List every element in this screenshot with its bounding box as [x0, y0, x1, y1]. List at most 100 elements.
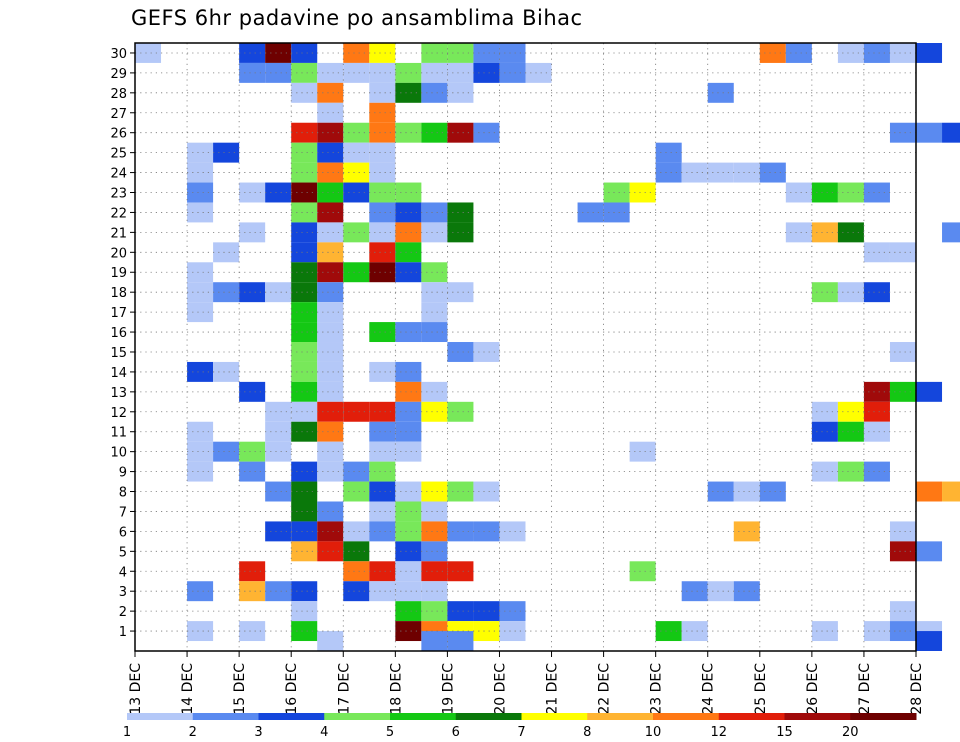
heatmap-cell [369, 102, 396, 123]
heatmap-cell [707, 82, 734, 103]
heatmap-cell [447, 282, 474, 303]
heatmap-cell [421, 222, 448, 243]
heatmap-cell [265, 401, 292, 422]
heatmap-cell [421, 631, 448, 651]
heatmap-cell [421, 302, 448, 323]
heatmap-cell [187, 361, 214, 382]
heatmap-cell [265, 182, 292, 203]
heatmap-cell [811, 182, 838, 203]
colorbar-swatch [653, 713, 720, 720]
heatmap-cell [759, 162, 786, 183]
heatmap-cell [707, 581, 734, 602]
heatmap-cell [291, 541, 318, 562]
heatmap-cell [837, 222, 864, 243]
x-tick-label: 27 DEC [857, 663, 873, 715]
y-tick-label: 13 [110, 386, 127, 401]
heatmap-cell [369, 122, 396, 143]
heatmap-cell [187, 421, 214, 442]
heatmap-cell [239, 441, 266, 462]
chart-title: GEFS 6hr padavine po ansamblima Bihac [131, 6, 583, 30]
heatmap-cell [447, 601, 474, 622]
heatmap-cell [473, 43, 500, 63]
heatmap-cells [135, 43, 960, 651]
heatmap-cell [369, 441, 396, 462]
y-axis-ticks: 1234567891011121314151617181920212223242… [110, 47, 135, 640]
x-tick-label: 15 DEC [232, 663, 248, 715]
heatmap-cell [889, 242, 916, 263]
colorbar-label: 3 [254, 725, 262, 740]
y-tick-label: 30 [110, 47, 127, 62]
heatmap-cell [343, 481, 370, 502]
heatmap-cell [421, 62, 448, 83]
heatmap-cell [291, 601, 318, 622]
heatmap-cell [395, 441, 422, 462]
heatmap-cell [681, 581, 708, 602]
heatmap-cell [421, 82, 448, 103]
heatmap-cell [629, 441, 656, 462]
y-tick-label: 15 [110, 346, 127, 361]
heatmap-cell [499, 601, 526, 622]
heatmap-cell [395, 222, 422, 243]
x-tick-label: 16 DEC [284, 663, 300, 715]
heatmap-cell [239, 461, 266, 482]
x-tick-label: 24 DEC [701, 663, 717, 715]
colorbar-label: 7 [517, 725, 525, 740]
heatmap-cell [707, 162, 734, 183]
heatmap-cell [811, 461, 838, 482]
heatmap-cell [187, 441, 214, 462]
heatmap-cell [707, 481, 734, 502]
heatmap-cell [447, 481, 474, 502]
heatmap-cell [421, 262, 448, 283]
heatmap-cell [317, 342, 344, 362]
heatmap-cell [317, 202, 344, 223]
heatmap-cell [317, 142, 344, 163]
heatmap-cell [421, 43, 448, 63]
heatmap-cell [863, 381, 890, 402]
heatmap-cell [369, 581, 396, 602]
heatmap-cell [759, 43, 786, 63]
colorbar-swatch [521, 713, 588, 720]
heatmap-cell [343, 122, 370, 143]
heatmap-cell [421, 501, 448, 522]
heatmap-cell [395, 521, 422, 542]
y-tick-label: 24 [110, 167, 127, 182]
heatmap-cell [369, 521, 396, 542]
heatmap-cell [785, 222, 812, 243]
heatmap-cell [447, 43, 474, 63]
heatmap-cell [395, 202, 422, 223]
heatmap-cell [343, 401, 370, 422]
heatmap-cell [213, 242, 240, 263]
heatmap-cell [317, 262, 344, 283]
heatmap-cell [187, 302, 214, 323]
heatmap-cell [291, 302, 318, 323]
colorbar-label: 8 [583, 725, 591, 740]
y-tick-label: 25 [110, 147, 127, 162]
heatmap-cell [395, 621, 422, 642]
heatmap-cell [395, 322, 422, 343]
y-tick-label: 21 [110, 226, 127, 241]
heatmap-cell [265, 481, 292, 502]
heatmap-cell [473, 481, 500, 502]
heatmap-cell [447, 521, 474, 542]
heatmap-cell [421, 381, 448, 402]
heatmap-cell [265, 521, 292, 542]
heatmap-cell [473, 122, 500, 143]
colorbar-legend: 1 2 3 4 5 6 7 8 10 12 15 20 [123, 713, 917, 740]
heatmap-cell [421, 322, 448, 343]
heatmap-cell [889, 43, 916, 63]
heatmap-cell [369, 421, 396, 442]
heatmap-cell [395, 421, 422, 442]
heatmap-cell [291, 162, 318, 183]
heatmap-cell [343, 541, 370, 562]
y-tick-label: 4 [119, 565, 127, 580]
heatmap-cell [291, 282, 318, 303]
heatmap-cell [837, 282, 864, 303]
heatmap-cell [317, 122, 344, 143]
heatmap-cell [395, 541, 422, 562]
heatmap-cell [317, 421, 344, 442]
heatmap-cell [369, 262, 396, 283]
heatmap-cell [733, 162, 760, 183]
heatmap-cell [265, 421, 292, 442]
heatmap-cell [317, 631, 344, 651]
heatmap-cell [655, 142, 682, 163]
